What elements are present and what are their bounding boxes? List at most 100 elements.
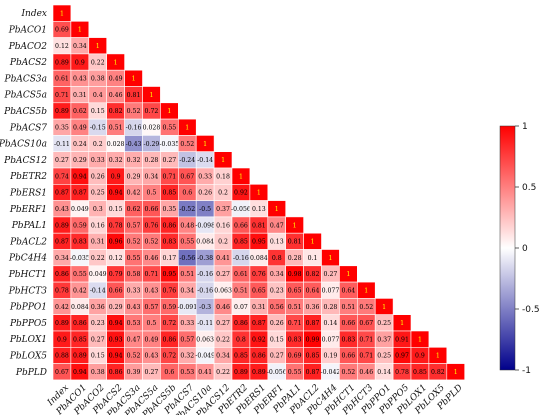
cell-value-label: 0.52 <box>127 353 141 360</box>
cell-value-label: 0.96 <box>109 239 123 246</box>
cell-value-label: 0.83 <box>341 336 355 343</box>
cell-value-label: 0.12 <box>55 43 69 50</box>
cell-value-label: 0.53 <box>127 320 141 327</box>
row-label-pbacs10a: PbACS10a <box>0 140 47 150</box>
cell-value-label: 1 <box>382 304 386 311</box>
cell-value-label: 1 <box>436 353 440 360</box>
cell-value-label: 0.55 <box>288 369 302 376</box>
cell-value-label: 0.22 <box>216 336 230 343</box>
cell-value-label: 0.9 <box>415 353 425 360</box>
cell-value-label: -0.14 <box>197 157 213 164</box>
colorbar-tick-label: 1 <box>522 122 528 132</box>
cell-value-label: 0.41 <box>216 255 230 262</box>
cell-value-label: 0.52 <box>145 239 159 246</box>
cell-value-label: 0.077 <box>322 287 340 294</box>
row-label-pbpal1: PbPAL1 <box>11 221 47 231</box>
cell-value-label: 0.49 <box>145 336 159 343</box>
cell-value-label: 0.95 <box>162 271 176 278</box>
cell-value-label: 1 <box>96 43 100 50</box>
cell-value-label: 0.29 <box>73 157 87 164</box>
colorbar-gradient <box>499 125 516 371</box>
cell-value-label: 0.78 <box>109 222 123 229</box>
cell-value-label: 1 <box>346 271 350 278</box>
heatmap-cells: 10.69 10.12 0.34 10.89 0.9 0.22 10.61 0.43 0.38 0… <box>52 4 465 381</box>
cell-value-label: 0.59 <box>73 222 87 229</box>
cell-value-label: 0.15 <box>109 206 123 213</box>
cell-value-label: -0.24 <box>179 157 195 164</box>
cell-value-label: 0.86 <box>109 369 123 376</box>
cell-value-label: 0.87 <box>73 190 87 197</box>
cell-value-label: 0.82 <box>306 271 320 278</box>
cell-value-label: 0.88 <box>55 353 69 360</box>
cell-value-label: 0.46 <box>216 304 230 311</box>
cell-value-label: 0.85 <box>162 190 176 197</box>
cell-value-label: 0.78 <box>395 369 409 376</box>
cell-value-label: 1 <box>275 206 279 213</box>
cell-value-label: 0.58 <box>127 271 141 278</box>
cell-value-label: 1 <box>132 76 136 83</box>
cell-value-label: 0.62 <box>73 108 87 115</box>
cell-value-label: -0.035 <box>70 255 90 262</box>
cell-value-label: 0.95 <box>252 239 266 246</box>
cell-value-label: 0.92 <box>252 336 266 343</box>
cell-value-label: 1 <box>454 369 458 376</box>
colorbar-tick-label: -0.5 <box>522 305 540 315</box>
cell-value-label: 0.52 <box>341 369 355 376</box>
cell-value-label: 0.46 <box>109 92 123 99</box>
cell-value-label: 0.9 <box>75 59 85 66</box>
row-label-pbacs2: PbACS2 <box>9 58 47 68</box>
cell-value-label: 0.66 <box>341 320 355 327</box>
cell-value-label: 0.29 <box>109 304 123 311</box>
cell-value-label: 0.38 <box>91 76 105 83</box>
cell-value-label: -0.049 <box>195 353 215 360</box>
cell-value-label: 0.34 <box>55 255 69 262</box>
cell-value-label: 0.31 <box>91 239 105 246</box>
cell-value-label: 0.51 <box>234 287 248 294</box>
cell-value-label: 0.084 <box>250 255 268 262</box>
cell-value-label: 0.2 <box>218 239 228 246</box>
cell-value-label: 0.35 <box>162 206 176 213</box>
cell-value-label: 0.64 <box>306 287 320 294</box>
cell-value-label: 0.2 <box>93 141 103 148</box>
cell-value-label: 0.31 <box>252 304 266 311</box>
cell-value-label: 0.25 <box>91 190 105 197</box>
cell-value-label: 0.19 <box>324 353 338 360</box>
cell-value-label: 0.86 <box>162 222 176 229</box>
row-label-pbacs5a: PbACS5a <box>4 91 47 101</box>
colorbar-tick-label: 0 <box>522 244 528 254</box>
cell-value-label: 0.33 <box>91 157 105 164</box>
cell-value-label: 0.9 <box>57 336 67 343</box>
cell-value-label: 1 <box>311 239 315 246</box>
cell-value-label: -0.29 <box>144 141 160 148</box>
cell-value-label: 0.85 <box>306 353 320 360</box>
cell-value-label: 0.57 <box>145 304 159 311</box>
cell-value-label: 0.61 <box>234 271 248 278</box>
colorbar-tick-label: 0.5 <box>522 183 536 193</box>
cell-value-label: 0.72 <box>162 320 176 327</box>
cell-value-label: 0.55 <box>180 239 194 246</box>
cell-value-label: 0.67 <box>180 173 194 180</box>
heatmap-cell <box>446 363 465 381</box>
cell-value-label: 0.71 <box>55 92 69 99</box>
row-label-pbhct1: PbHCT1 <box>8 270 47 280</box>
cell-value-label: 0.52 <box>359 304 373 311</box>
cell-value-label: 0.55 <box>127 255 141 262</box>
row-label-pbppo5: PbPPO5 <box>9 319 47 329</box>
cell-value-label: 0.2 <box>218 190 228 197</box>
row-label-pbaco2: PbACO2 <box>8 42 48 52</box>
cell-value-label: 0.13 <box>252 206 266 213</box>
cell-value-label: 0.31 <box>73 92 87 99</box>
cell-value-label: 0.91 <box>395 336 409 343</box>
cell-value-label: 0.83 <box>288 336 302 343</box>
cell-value-label: -0.14 <box>90 287 106 294</box>
cell-value-label: 0.47 <box>270 222 284 229</box>
cell-value-label: 0.33 <box>180 320 194 327</box>
cell-value-label: 1 <box>257 190 261 197</box>
cell-value-label: 0.43 <box>145 287 159 294</box>
cell-value-label: 0.93 <box>109 336 123 343</box>
cell-value-label: 0.65 <box>288 287 302 294</box>
cell-value-label: 0.34 <box>216 353 230 360</box>
cell-value-label: 0.76 <box>252 271 266 278</box>
cell-value-label: 0.66 <box>145 206 159 213</box>
cell-value-label: 0.61 <box>55 76 69 83</box>
